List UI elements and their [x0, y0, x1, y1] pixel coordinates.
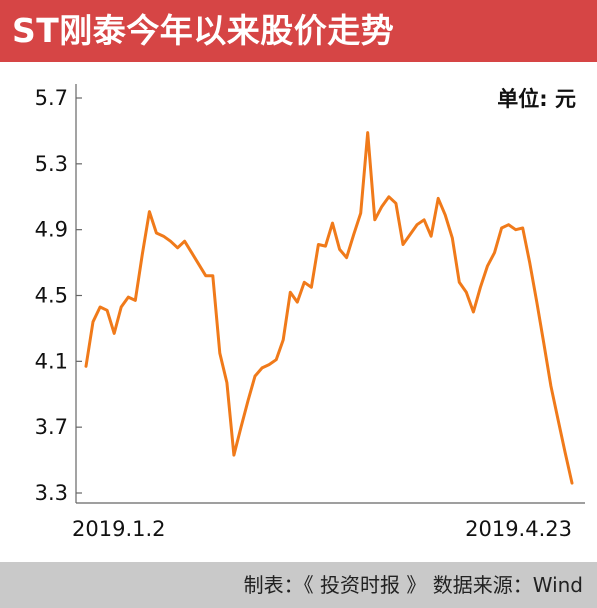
y-tick-label: 3.3: [35, 481, 68, 505]
x-start-label: 2019.1.2: [72, 517, 166, 541]
y-tick-label: 5.3: [35, 152, 68, 176]
chart-area: 5.7 5.3 4.9 4.5 4.1 3.7 3.3 单位: 元 2019.1.2 201…: [0, 62, 597, 562]
y-tick-label: 3.7: [35, 415, 68, 439]
y-tick-label: 4.9: [35, 218, 68, 242]
price-series-line: [84, 131, 574, 485]
line-chart: 5.7 5.3 4.9 4.5 4.1 3.7 3.3 单位: 元 2019.1.2 201…: [35, 84, 585, 541]
unit-label: 单位: 元: [497, 87, 576, 111]
y-tick-label: 4.5: [35, 284, 68, 308]
title-banner: ST刚泰今年以来股价走势: [0, 0, 597, 62]
footer-bar: 制表：《 投资时报 》 数据来源：Wind: [0, 562, 597, 608]
x-end-label: 2019.4.23: [465, 517, 572, 541]
y-tick-label: 5.7: [35, 86, 68, 110]
y-tick-label: 4.1: [35, 349, 68, 373]
chart-title: ST刚泰今年以来股价走势: [12, 11, 395, 50]
source-credit: 制表：《 投资时报 》 数据来源：Wind: [243, 573, 583, 597]
